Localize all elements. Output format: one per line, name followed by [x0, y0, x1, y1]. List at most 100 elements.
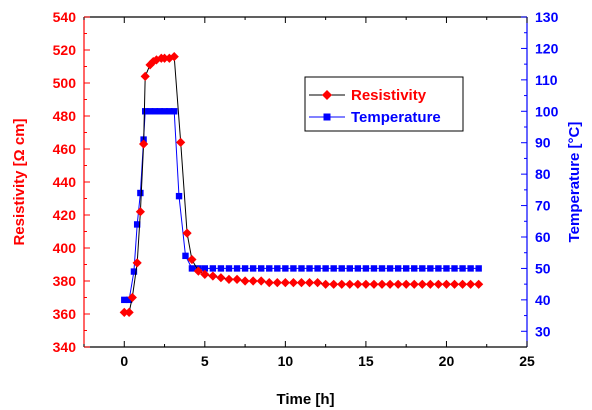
y-left-tick-label: 340: [53, 339, 77, 355]
x-tick-label: 25: [519, 353, 535, 369]
data-point-resistivity: [345, 279, 355, 289]
data-point-temperature: [188, 265, 196, 272]
data-point-resistivity: [280, 278, 290, 288]
data-point-resistivity: [127, 292, 137, 303]
data-point-temperature: [249, 265, 257, 272]
data-point-resistivity: [312, 278, 323, 288]
y-left-tick-label: 480: [53, 108, 77, 124]
data-point-temperature: [282, 265, 289, 272]
data-point-resistivity: [353, 279, 363, 289]
data-point-temperature: [166, 108, 173, 115]
y-axis-left: 340 360 380 400 420 440 460 480 500 520 540 Resisti…: [11, 9, 90, 355]
data-point-temperature: [459, 265, 466, 272]
data-point-resistivity: [119, 307, 129, 317]
y-left-tick-label: 440: [53, 174, 77, 190]
data-point-temperature: [209, 265, 217, 272]
data-point-temperature: [130, 268, 138, 275]
series-temperature: [121, 108, 482, 304]
data-point-resistivity: [385, 279, 395, 289]
data-point-temperature: [411, 265, 418, 272]
y-left-tick-label: 400: [53, 240, 77, 256]
data-point-resistivity: [377, 279, 387, 289]
x-axis-label: Time [h]: [276, 391, 334, 408]
data-point-temperature: [146, 108, 154, 115]
data-point-resistivity: [176, 137, 186, 147]
data-point-temperature: [378, 265, 386, 272]
data-point-resistivity: [425, 279, 435, 289]
data-point-temperature: [386, 265, 394, 272]
data-point-temperature: [241, 265, 249, 272]
legend-label-resistivity: Resistivity: [351, 87, 427, 104]
data-point-resistivity: [474, 279, 484, 289]
data-point-resistivity: [457, 279, 468, 289]
y-right-tick-label: 100: [535, 103, 559, 119]
data-point-temperature: [201, 265, 209, 272]
data-point-temperature: [475, 265, 482, 272]
data-point-resistivity: [139, 139, 149, 149]
x-tick-label: 20: [439, 353, 455, 369]
y-right-tick-label: 120: [535, 40, 559, 56]
series-resistivity: [119, 52, 484, 317]
data-point-temperature: [346, 265, 353, 272]
data-point-temperature: [298, 265, 305, 272]
data-point-temperature: [394, 265, 402, 272]
data-point-resistivity: [182, 228, 192, 238]
data-point-resistivity: [361, 279, 371, 289]
data-point-temperature: [274, 265, 281, 272]
y-right-tick-label: 80: [535, 166, 551, 182]
data-point-temperature: [427, 265, 434, 272]
y-right-tick-label: 70: [535, 198, 551, 214]
data-point-resistivity: [409, 279, 419, 289]
y-left-tick-label: 460: [53, 141, 77, 157]
y-right-tick-label: 40: [535, 292, 551, 308]
data-point-resistivity: [401, 279, 411, 289]
data-point-temperature: [233, 265, 241, 272]
data-point-temperature: [362, 265, 370, 272]
data-point-resistivity: [135, 207, 145, 217]
y-left-tick-label: 520: [53, 42, 77, 58]
data-point-temperature: [156, 108, 163, 115]
y-left-axis-label: Resistivity [Ω cm]: [11, 118, 28, 245]
data-point-resistivity: [193, 266, 203, 276]
data-point-temperature: [125, 296, 133, 304]
data-point-temperature: [330, 265, 337, 272]
y-left-tick-label: 420: [53, 207, 77, 223]
data-point-resistivity: [248, 276, 258, 286]
data-point-temperature: [370, 265, 378, 272]
data-point-temperature: [314, 265, 321, 272]
data-point-resistivity: [466, 279, 476, 289]
data-point-temperature: [225, 265, 233, 272]
data-point-resistivity: [208, 271, 218, 281]
legend-box: [304, 76, 464, 132]
data-point-temperature: [217, 265, 225, 272]
y-right-tick-label: 110: [535, 72, 558, 88]
data-point-temperature: [121, 296, 128, 304]
data-point-resistivity: [433, 279, 443, 289]
x-axis: 0 5 10 15 20 25 Time [h]: [83, 17, 535, 408]
data-point-resistivity: [369, 279, 379, 289]
legend-marker-temperature: [323, 113, 331, 121]
data-point-resistivity: [321, 279, 331, 289]
data-point-temperature: [171, 108, 178, 115]
y-right-tick-label: 130: [535, 9, 559, 25]
data-point-temperature: [443, 265, 450, 272]
data-point-temperature: [338, 265, 345, 272]
legend: Resistivity Temperature: [304, 76, 464, 132]
data-point-temperature: [142, 108, 149, 115]
data-point-temperature: [290, 265, 297, 272]
x-tick-label: 15: [358, 353, 374, 369]
y-left-tick-label: 380: [53, 273, 77, 289]
data-point-resistivity: [151, 55, 162, 65]
data-point-resistivity: [417, 279, 427, 289]
data-point-resistivity: [256, 276, 266, 286]
data-point-resistivity: [393, 279, 403, 289]
data-point-temperature: [161, 108, 168, 115]
y-right-tick-label: 60: [535, 229, 551, 245]
data-point-temperature: [133, 221, 141, 228]
x-tick-label: 0: [120, 353, 128, 369]
data-point-resistivity: [224, 274, 234, 284]
data-point-temperature: [258, 265, 265, 272]
y-left-tick-label: 540: [53, 9, 77, 25]
data-point-resistivity: [264, 278, 274, 288]
